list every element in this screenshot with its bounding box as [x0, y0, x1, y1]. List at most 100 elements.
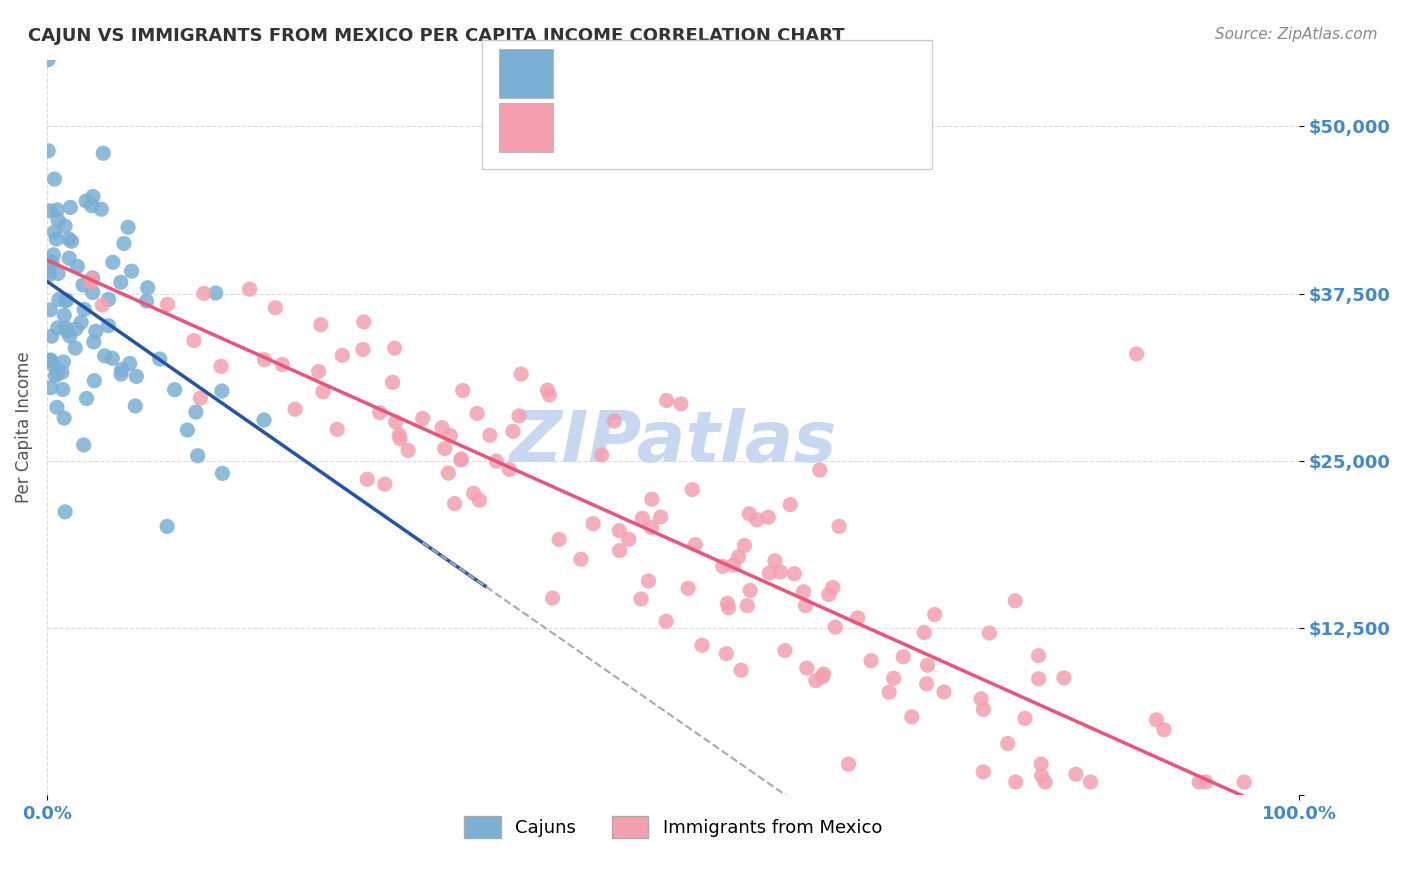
Point — [804, 673, 827, 688]
Point — [735, 599, 758, 613]
Point — [609, 543, 631, 558]
Point — [111, 362, 134, 376]
Point — [39, 381, 62, 395]
Point — [65, 341, 87, 355]
Point — [76, 392, 98, 406]
Point — [352, 343, 374, 357]
Point — [91, 298, 114, 312]
Point — [637, 574, 659, 588]
Point — [1064, 767, 1087, 781]
Point — [82, 271, 104, 285]
Point — [745, 513, 768, 527]
Point — [308, 365, 330, 379]
Point — [877, 685, 900, 699]
Point — [433, 442, 456, 456]
Point — [640, 520, 662, 534]
Point — [883, 671, 905, 685]
Point — [44, 172, 66, 186]
Point — [1028, 672, 1050, 686]
Text: ZIPatlas: ZIPatlas — [509, 408, 837, 476]
Point — [82, 189, 104, 203]
Point — [284, 402, 307, 417]
Point — [924, 607, 946, 622]
Point — [136, 281, 159, 295]
Point — [813, 667, 835, 681]
Point — [42, 248, 65, 262]
Point — [75, 194, 97, 208]
Point — [135, 294, 157, 309]
Point — [485, 454, 508, 468]
Point — [740, 583, 762, 598]
Point — [811, 670, 834, 684]
Point — [368, 406, 391, 420]
Point — [46, 202, 69, 217]
Point — [970, 691, 993, 706]
Point — [478, 428, 501, 442]
Point — [176, 423, 198, 437]
Point — [716, 647, 738, 661]
Point — [796, 661, 818, 675]
Point — [794, 599, 817, 613]
Point — [309, 318, 332, 332]
Point — [271, 358, 294, 372]
Point — [901, 710, 924, 724]
Point — [439, 428, 461, 442]
Point — [56, 324, 79, 338]
Point — [443, 497, 465, 511]
Point — [569, 552, 592, 566]
Point — [125, 369, 148, 384]
Point — [1004, 594, 1026, 608]
Point — [783, 566, 806, 581]
Point — [93, 349, 115, 363]
Point — [187, 449, 209, 463]
Point — [112, 236, 135, 251]
Point — [193, 286, 215, 301]
Point — [891, 649, 914, 664]
Point — [80, 199, 103, 213]
Point — [846, 611, 869, 625]
Point — [450, 452, 472, 467]
Point — [60, 234, 83, 248]
Point — [73, 302, 96, 317]
Point — [97, 318, 120, 333]
Point — [1146, 713, 1168, 727]
Text: Source: ZipAtlas.com: Source: ZipAtlas.com — [1215, 27, 1378, 42]
Point — [824, 620, 846, 634]
Point — [591, 448, 613, 462]
Point — [264, 301, 287, 315]
Point — [46, 213, 69, 227]
Point — [156, 519, 179, 533]
Point — [468, 493, 491, 508]
Point — [1188, 775, 1211, 789]
Point — [932, 685, 955, 699]
Text: R = -0.481   N=  85: R = -0.481 N= 85 — [560, 67, 768, 86]
Point — [44, 368, 66, 383]
Point — [163, 383, 186, 397]
Point — [72, 277, 94, 292]
Point — [83, 334, 105, 349]
Point — [374, 477, 396, 491]
Point — [716, 596, 738, 610]
Point — [38, 264, 60, 278]
Point — [430, 420, 453, 434]
Point — [121, 264, 143, 278]
Point — [769, 565, 792, 579]
Point — [46, 267, 69, 281]
Point — [48, 293, 70, 307]
Legend: Cajuns, Immigrants from Mexico: Cajuns, Immigrants from Mexico — [457, 809, 889, 846]
Point — [110, 367, 132, 381]
Point — [118, 357, 141, 371]
Point — [41, 329, 63, 343]
Point — [711, 559, 734, 574]
Point — [538, 388, 561, 402]
Point — [734, 539, 756, 553]
Point — [1153, 723, 1175, 737]
Point — [209, 359, 232, 374]
Point — [617, 533, 640, 547]
Point — [388, 428, 411, 442]
Point — [730, 663, 752, 677]
Point — [536, 383, 558, 397]
Point — [997, 737, 1019, 751]
Point — [690, 638, 713, 652]
Point — [46, 366, 69, 380]
